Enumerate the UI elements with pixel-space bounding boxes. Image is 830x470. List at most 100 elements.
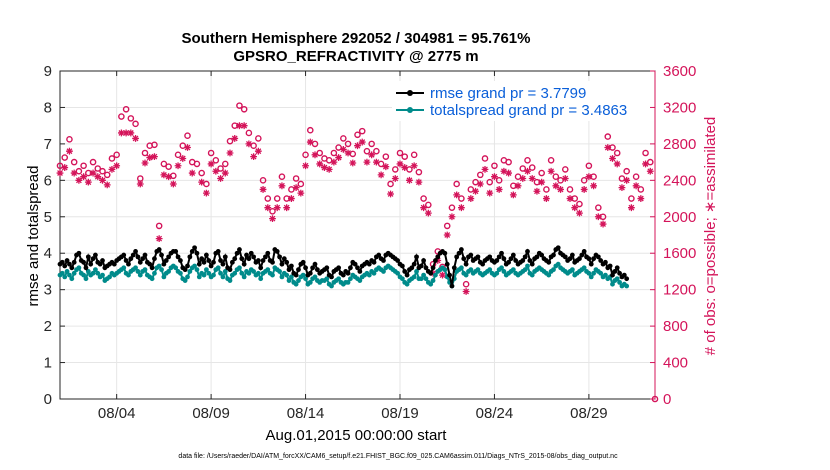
rmse-point xyxy=(513,258,519,263)
rmse-point xyxy=(506,259,512,265)
assimilated-obs-point xyxy=(236,122,243,130)
right-tick-label: 400 xyxy=(663,355,688,372)
assimilated-obs-point xyxy=(108,166,116,173)
totalspread-point xyxy=(279,274,285,280)
rmse-point xyxy=(314,267,320,273)
rmse-point xyxy=(411,261,417,267)
totalspread-point xyxy=(239,270,245,276)
totalspread-point xyxy=(182,278,188,283)
rmse-point xyxy=(376,252,382,258)
possible-obs-point xyxy=(415,168,423,176)
possible-obs-point xyxy=(387,180,394,188)
assimilated-obs-point xyxy=(217,175,224,182)
possible-obs-point xyxy=(103,171,111,179)
possible-obs-point xyxy=(363,147,371,155)
possible-obs-point xyxy=(94,165,102,172)
legend-rmse-label: rmse grand pr = 3.7799 xyxy=(430,85,586,102)
rmse-point xyxy=(281,256,287,262)
rmse-point xyxy=(222,254,228,260)
rmse-point xyxy=(111,261,117,267)
rmse-point xyxy=(201,259,207,265)
rmse-point xyxy=(97,261,103,267)
possible-obs-point xyxy=(382,153,390,160)
possible-obs-point xyxy=(141,149,149,157)
assimilated-obs-point xyxy=(410,162,418,170)
possible-obs-point xyxy=(155,222,163,230)
possible-obs-point xyxy=(425,201,432,209)
rmse-point xyxy=(203,252,209,258)
rmse-point xyxy=(303,265,308,271)
possible-obs-point xyxy=(420,195,427,202)
assimilated-obs-point xyxy=(576,209,583,217)
possible-obs-point xyxy=(401,153,409,160)
possible-obs-point xyxy=(396,149,404,157)
rmse-point xyxy=(173,249,179,254)
rmse-point xyxy=(277,254,282,260)
rmse-point xyxy=(499,250,504,256)
rmse-point xyxy=(595,254,601,260)
totalspread-point xyxy=(414,269,419,274)
assimilated-obs-point xyxy=(306,138,314,146)
totalspread-point xyxy=(348,276,353,282)
assimilated-obs-point xyxy=(406,176,413,184)
rmse-point xyxy=(211,259,216,265)
right-tick-label: 2000 xyxy=(663,209,696,226)
assimilated-obs-point xyxy=(519,175,527,182)
left-tick-label: 2 xyxy=(44,318,52,335)
possible-obs-point xyxy=(543,186,550,193)
totalspread-point xyxy=(546,272,552,278)
rmse-point xyxy=(581,249,587,254)
assimilated-obs-point xyxy=(226,149,234,157)
totalspread-point xyxy=(284,272,290,278)
rmse-point xyxy=(59,259,65,265)
possible-obs-point xyxy=(443,222,451,230)
rmse-point xyxy=(215,249,221,254)
possible-obs-point xyxy=(193,160,201,168)
possible-obs-point xyxy=(340,135,347,142)
assimilated-obs-point xyxy=(599,220,607,228)
totalspread-point xyxy=(201,272,207,278)
rmse-point xyxy=(562,254,568,260)
totalspread-point xyxy=(64,269,70,274)
possible-obs-point xyxy=(458,195,465,202)
rmse-point xyxy=(229,259,235,265)
rmse-point xyxy=(166,254,172,260)
totalspread-point xyxy=(67,272,72,278)
assimilated-obs-point xyxy=(259,186,267,193)
totalspread-point xyxy=(433,272,438,278)
totalspread-point xyxy=(555,261,561,267)
possible-obs-point xyxy=(486,178,494,186)
assimilated-obs-point xyxy=(358,138,366,146)
rmse-point xyxy=(421,258,427,263)
assimilated-obs-point xyxy=(439,271,446,279)
rmse-point xyxy=(447,272,452,278)
rmse-point xyxy=(88,261,94,267)
possible-obs-point xyxy=(354,131,361,139)
assimilated-obs-point xyxy=(472,187,479,195)
assimilated-obs-point xyxy=(103,181,111,189)
assimilated-obs-point xyxy=(344,149,352,157)
rmse-point xyxy=(241,261,247,267)
possible-obs-point xyxy=(642,149,649,157)
totalspread-point xyxy=(142,267,148,273)
assimilated-obs-point xyxy=(561,175,569,182)
totalspread-point xyxy=(178,270,183,276)
rmse-point xyxy=(126,261,131,267)
totalspread-point xyxy=(624,283,630,289)
rmse-point xyxy=(258,265,264,271)
totalspread-point xyxy=(617,279,622,285)
totalspread-point xyxy=(255,270,261,276)
rmse-point xyxy=(525,249,530,254)
totalspread-point xyxy=(215,265,221,271)
possible-obs-point xyxy=(368,140,375,148)
possible-obs-point xyxy=(170,172,177,180)
assimilated-obs-point xyxy=(174,162,182,170)
rmse-point xyxy=(546,259,552,265)
totalspread-point xyxy=(187,269,193,274)
assimilated-obs-point xyxy=(141,159,149,167)
assimilated-obs-point xyxy=(613,160,621,168)
rmse-point xyxy=(454,254,460,260)
assimilated-obs-point xyxy=(646,167,654,175)
assimilated-obs-point xyxy=(491,173,498,181)
x-tick-label: 08/04 xyxy=(98,405,136,422)
